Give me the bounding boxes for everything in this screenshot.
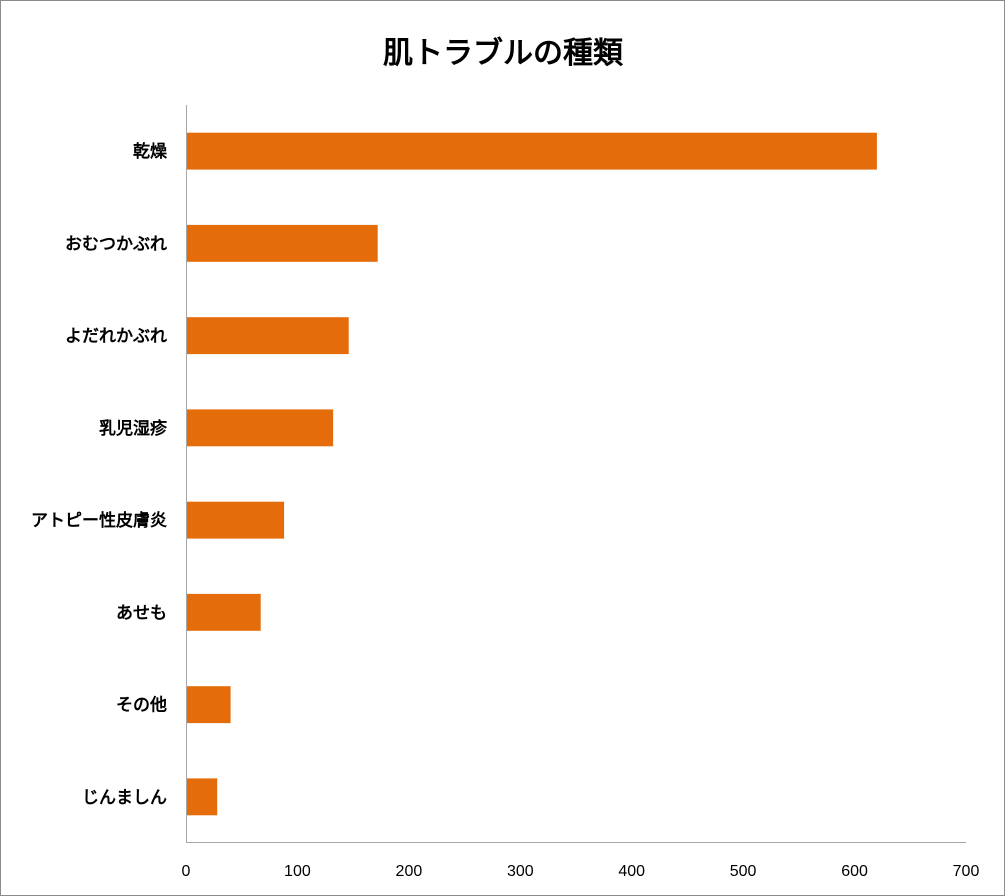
- chart-title: 肌トラブルの種類: [383, 36, 624, 71]
- category-label-3: よだれかぶれ: [65, 327, 167, 347]
- bar-6: [187, 593, 261, 631]
- x-tick-label-700: 700: [953, 863, 980, 880]
- category-label-2: おむつかぶれ: [65, 234, 167, 254]
- bars-group: [187, 132, 877, 816]
- x-tick-label-500: 500: [730, 863, 757, 880]
- category-label-8: じんましん: [82, 788, 167, 808]
- x-tick-label-0: 0: [182, 863, 191, 880]
- x-tick-label-100: 100: [284, 863, 311, 880]
- bar-7: [187, 686, 231, 724]
- category-label-7: その他: [116, 695, 167, 716]
- x-tick-label-200: 200: [396, 863, 423, 880]
- category-label-1: 乾燥: [133, 141, 168, 162]
- x-tick-label-400: 400: [618, 863, 645, 880]
- bar-4: [187, 409, 334, 447]
- bar-2: [187, 224, 378, 262]
- bar-8: [187, 778, 218, 816]
- bar-5: [187, 501, 285, 539]
- x-tick-label-600: 600: [841, 863, 868, 880]
- bar-1: [187, 132, 877, 170]
- category-label-4: 乳児湿疹: [99, 418, 168, 439]
- bar-3: [187, 317, 349, 355]
- x-tick-label-300: 300: [507, 863, 534, 880]
- x-tick-labels: 0 100 200 300 400 500 600 700: [182, 863, 980, 880]
- category-label-6: あせも: [116, 603, 167, 623]
- category-label-5: アトピー性皮膚炎: [31, 510, 167, 531]
